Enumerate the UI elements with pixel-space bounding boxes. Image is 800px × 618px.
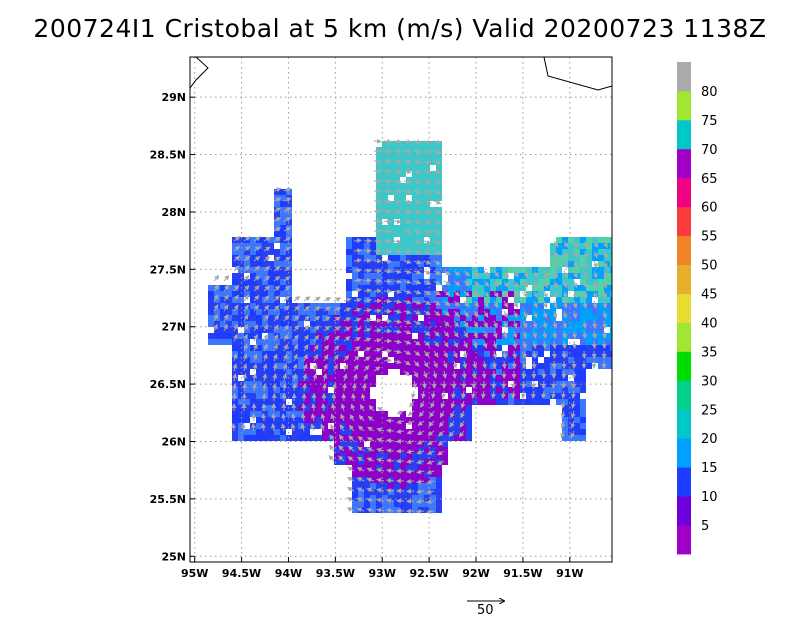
lat-tick-label: 29N bbox=[161, 91, 186, 104]
lat-tick-label: 28.5N bbox=[150, 149, 186, 162]
colorbar-label: 35 bbox=[701, 345, 718, 360]
colorbar-swatch bbox=[677, 62, 691, 92]
colorbar-label: 15 bbox=[701, 461, 718, 476]
grid-lines bbox=[190, 57, 612, 562]
map-frame bbox=[189, 56, 613, 563]
colorbar-swatch bbox=[677, 380, 691, 410]
lat-tick-label: 27.5N bbox=[150, 263, 186, 276]
colorbar-label: 10 bbox=[701, 490, 718, 505]
colorbar-swatch bbox=[677, 235, 691, 265]
lon-tick-label: 91.5W bbox=[503, 567, 542, 580]
colorbar-label: 25 bbox=[701, 403, 718, 418]
colorbar-swatch bbox=[677, 206, 691, 237]
colorbar-swatch bbox=[677, 119, 691, 150]
colorbar-label: 5 bbox=[701, 519, 709, 534]
lon-tick-label: 91W bbox=[556, 567, 583, 580]
colorbar-swatch bbox=[677, 438, 691, 468]
lat-tick-label: 28N bbox=[161, 206, 186, 219]
colorbar-label: 20 bbox=[701, 432, 718, 447]
colorbar-label: 40 bbox=[701, 316, 718, 331]
lat-tick-label: 26.5N bbox=[150, 378, 186, 391]
colorbar-swatch bbox=[677, 322, 691, 352]
chart-title: 200724I1 Cristobal at 5 km (m/s) Valid 2… bbox=[33, 14, 767, 43]
colorbar-swatch bbox=[677, 90, 691, 121]
lon-tick-label: 93.5W bbox=[316, 567, 355, 580]
colorbar-swatch bbox=[677, 525, 691, 555]
colorbar-label: 75 bbox=[701, 114, 718, 129]
lat-tick-label: 27N bbox=[161, 321, 186, 334]
lat-tick-label: 26N bbox=[161, 435, 186, 448]
lat-tick-label: 25.5N bbox=[150, 493, 186, 506]
colorbar-label: 50 bbox=[701, 259, 718, 274]
colorbar-swatch bbox=[677, 177, 691, 208]
reference-vector: 50 bbox=[467, 601, 504, 618]
colorbar-swatch bbox=[677, 293, 691, 323]
colorbar-label: 80 bbox=[701, 85, 718, 100]
colorbar-swatch bbox=[677, 148, 691, 179]
wind-field-layer bbox=[208, 138, 612, 515]
lon-tick-label: 94.5W bbox=[222, 567, 261, 580]
colorbar-label: 45 bbox=[701, 288, 718, 303]
colorbar-swatch bbox=[677, 496, 691, 526]
coastline-west bbox=[189, 56, 209, 89]
lon-tick-label: 92.5W bbox=[409, 567, 448, 580]
lon-tick-label: 93W bbox=[369, 567, 396, 580]
lon-tick-label: 95W bbox=[181, 567, 208, 580]
lat-tick-label: 25N bbox=[161, 550, 186, 563]
reference-vector-label: 50 bbox=[477, 603, 494, 618]
colorbar-label: 60 bbox=[701, 201, 718, 216]
colorbar-swatch bbox=[677, 351, 691, 381]
coastline-east bbox=[543, 56, 613, 91]
colorbar-swatch bbox=[677, 264, 691, 294]
colorbar-swatch bbox=[677, 467, 691, 497]
lon-tick-label: 94W bbox=[275, 567, 302, 580]
colorbar-label: 65 bbox=[701, 172, 718, 187]
colorbar-label: 55 bbox=[701, 230, 718, 245]
lon-tick-label: 92W bbox=[462, 567, 489, 580]
axis-tick-labels: 95W 94.5W 94W 93.5W 93W 92.5W 92W 91.5W 91W 25N 25… bbox=[150, 91, 584, 580]
colorbar-label: 70 bbox=[701, 143, 718, 158]
colorbar-swatch bbox=[677, 409, 691, 439]
colorbar-label: 30 bbox=[701, 374, 718, 389]
colorbar: 5 10 15 20 25 30 35 40 45 50 55 60 65 70 75 80 bbox=[677, 62, 718, 555]
